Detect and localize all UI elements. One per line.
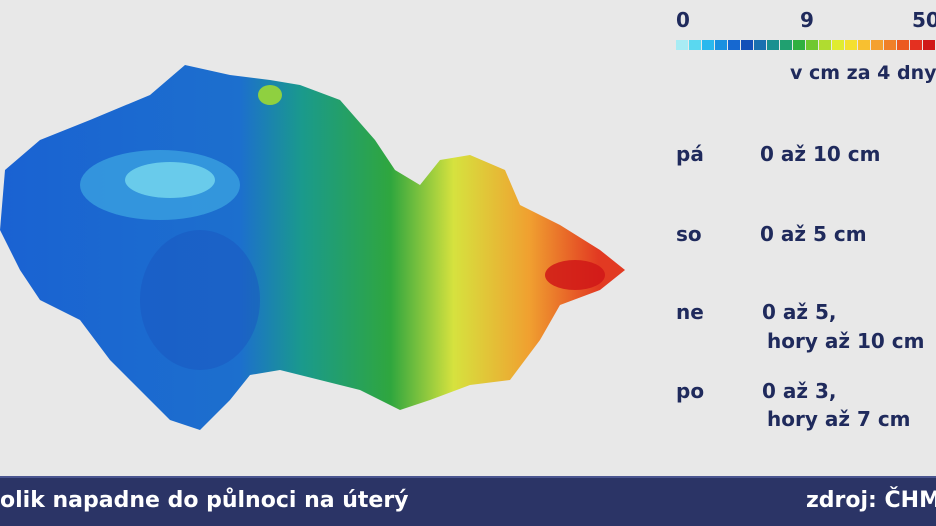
scale-swatch	[754, 40, 766, 50]
scale-swatch	[715, 40, 727, 50]
forecast-text: hory až 7 cm	[767, 407, 911, 431]
footer: olik napadne do půlnoci na úterý zdroj: …	[0, 476, 936, 526]
scale-swatch	[923, 40, 935, 50]
day: pá	[676, 142, 704, 166]
scale-swatch	[780, 40, 792, 50]
scale-swatch	[819, 40, 831, 50]
forecast-text: 0 až 10 cm	[760, 142, 881, 166]
forecast-text: 0 až 5,	[762, 300, 837, 324]
forecast-text: 0 až 5 cm	[760, 222, 867, 246]
footer-source: zdroj: ČHM	[806, 488, 936, 513]
map	[0, 40, 935, 430]
scale-swatch	[910, 40, 922, 50]
scale-swatch	[897, 40, 909, 50]
scale-unit: v cm za 4 dny	[790, 62, 936, 84]
scale-swatch	[728, 40, 740, 50]
scale-swatch	[806, 40, 818, 50]
footer-title: olik napadne do půlnoci na úterý	[0, 488, 409, 513]
snow-map	[0, 65, 625, 430]
day: ne	[676, 300, 704, 324]
scale-swatch	[741, 40, 753, 50]
color-scale	[676, 40, 935, 50]
scale-swatch	[845, 40, 857, 50]
scale-swatch	[884, 40, 896, 50]
forecast-text: 0 až 3,	[762, 379, 837, 403]
scale-label: 0	[676, 8, 690, 32]
scale-swatch	[689, 40, 701, 50]
scale-swatch	[832, 40, 844, 50]
scale-label: 50	[912, 8, 936, 32]
scale-swatch	[676, 40, 688, 50]
scale-swatch	[767, 40, 779, 50]
scale-swatch	[793, 40, 805, 50]
scale-swatch	[702, 40, 714, 50]
forecast-text: hory až 10 cm	[767, 329, 925, 353]
scale-swatch	[858, 40, 870, 50]
day: so	[676, 222, 702, 246]
scale-label: 9	[800, 8, 814, 32]
day: po	[676, 379, 705, 403]
scale-swatch	[871, 40, 883, 50]
